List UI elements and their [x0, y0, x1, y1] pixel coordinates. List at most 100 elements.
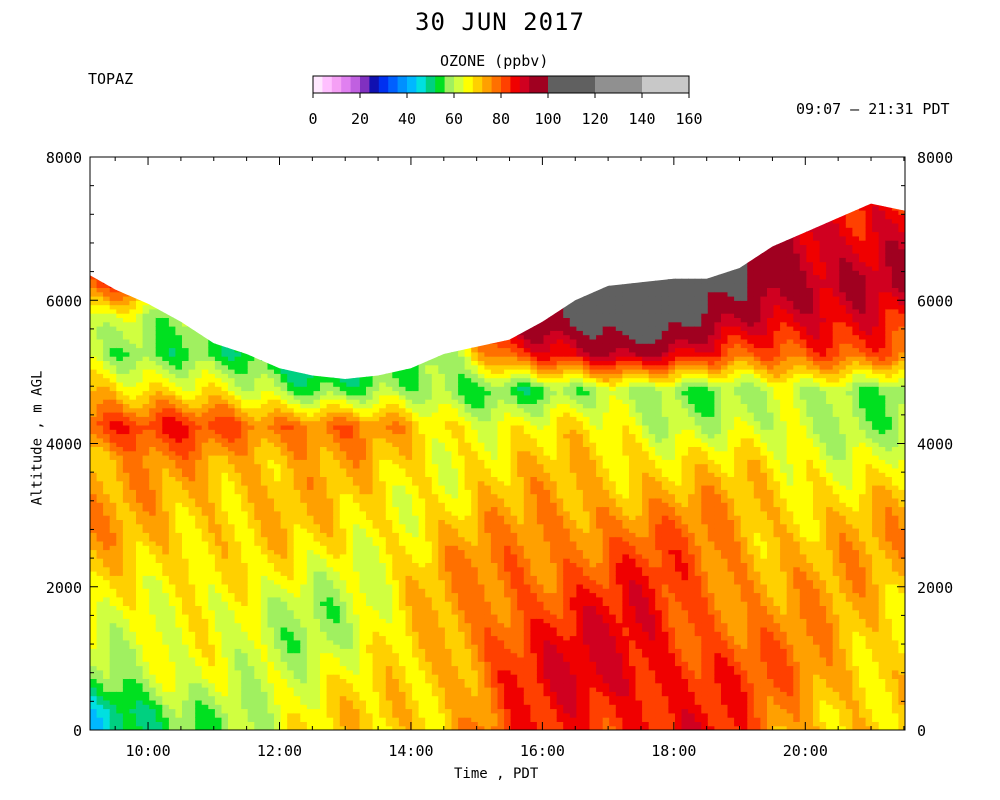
- heatmap-cell: [155, 614, 163, 619]
- heatmap-cell: [228, 682, 236, 688]
- heatmap-cell: [149, 390, 157, 396]
- heatmap-cell: [234, 450, 242, 456]
- heatmap-cell: [195, 420, 203, 426]
- heatmap-cell: [129, 253, 137, 258]
- heatmap-cell: [103, 412, 111, 417]
- heatmap-cell: [287, 579, 295, 585]
- heatmap-cell: [260, 291, 269, 297]
- heatmap-cell: [267, 253, 275, 258]
- heatmap-cell: [320, 227, 328, 233]
- heatmap-cell: [96, 575, 104, 581]
- heatmap-cell: [339, 601, 347, 606]
- heatmap-cell: [214, 682, 223, 688]
- heatmap-cell: [208, 510, 216, 516]
- heatmap-cell: [142, 652, 150, 658]
- heatmap-cell: [306, 433, 315, 439]
- heatmap-cell: [122, 330, 131, 336]
- heatmap-cell: [208, 437, 216, 443]
- heatmap-cell: [320, 519, 328, 525]
- heatmap-cell: [182, 429, 190, 435]
- heatmap-cell: [228, 639, 236, 645]
- heatmap-cell: [149, 437, 157, 443]
- heatmap-cell: [313, 618, 321, 624]
- heatmap-cell: [103, 347, 111, 353]
- heatmap-cell: [300, 420, 308, 426]
- heatmap-cell: [155, 424, 163, 430]
- heatmap-cell: [300, 193, 307, 198]
- heatmap-cell: [234, 618, 242, 624]
- heatmap-cell: [254, 622, 262, 628]
- heatmap-cell: [122, 596, 131, 602]
- heatmap-cell: [333, 364, 341, 370]
- heatmap-cell: [267, 596, 275, 602]
- heatmap-cell: [300, 240, 308, 245]
- heatmap-cell: [149, 278, 157, 284]
- heatmap-cell: [182, 575, 190, 581]
- heatmap-cell: [129, 317, 137, 323]
- heatmap-cell: [175, 725, 183, 731]
- heatmap-cell: [195, 313, 203, 318]
- heatmap-cell: [241, 369, 249, 374]
- heatmap-cell: [96, 437, 104, 443]
- heatmap-cell: [333, 536, 341, 542]
- heatmap-cell: [90, 712, 98, 718]
- heatmap-cell: [287, 614, 295, 619]
- heatmap-cell: [241, 296, 249, 301]
- heatmap-cell: [339, 717, 347, 722]
- heatmap-cell: [293, 661, 301, 667]
- heatmap-cell: [287, 442, 295, 447]
- heatmap-cell: [116, 579, 124, 585]
- heatmap-cell: [201, 545, 209, 551]
- heatmap-cell: [116, 528, 124, 533]
- heatmap-cell: [188, 605, 196, 611]
- heatmap-cell: [168, 515, 177, 520]
- heatmap-cell: [214, 480, 223, 486]
- heatmap-cell: [129, 265, 137, 271]
- heatmap-cell: [201, 394, 209, 400]
- heatmap-cell: [234, 257, 242, 263]
- heatmap-cell: [280, 334, 288, 340]
- heatmap-cell: [320, 605, 328, 611]
- heatmap-cell: [175, 364, 183, 370]
- heatmap-cell: [142, 515, 150, 520]
- heatmap-cell: [142, 231, 150, 237]
- heatmap-cell: [214, 493, 223, 499]
- heatmap-cell: [228, 661, 236, 667]
- heatmap-cell: [116, 270, 124, 276]
- heatmap-cell: [326, 656, 334, 662]
- heatmap-cell: [247, 304, 255, 310]
- heatmap-cell: [129, 412, 137, 417]
- heatmap-cell: [228, 377, 236, 383]
- heatmap-cell: [201, 678, 209, 684]
- heatmap-cell: [195, 605, 203, 611]
- heatmap-cell: [182, 622, 190, 628]
- heatmap-cell: [136, 412, 144, 417]
- heatmap-cell: [326, 463, 334, 469]
- heatmap-cell: [280, 321, 288, 327]
- heatmap-cell: [122, 450, 131, 456]
- heatmap-cell: [175, 566, 183, 572]
- heatmap-cell: [307, 184, 314, 189]
- heatmap-cell: [103, 205, 111, 211]
- heatmap-cell: [149, 210, 157, 215]
- heatmap-cell: [260, 648, 269, 654]
- heatmap-cell: [103, 399, 111, 404]
- heatmap-cell: [90, 455, 98, 460]
- heatmap-cell: [241, 622, 249, 628]
- heatmap-cell: [234, 635, 242, 641]
- heatmap-cell: [208, 351, 216, 357]
- heatmap-cell: [136, 682, 144, 688]
- heatmap-cell: [280, 485, 288, 490]
- heatmap-cell: [116, 235, 124, 241]
- heatmap-cell: [129, 360, 137, 366]
- heatmap-cell: [149, 455, 157, 460]
- heatmap-cell: [103, 687, 111, 692]
- heatmap-cell: [267, 712, 275, 718]
- heatmap-cell: [274, 579, 282, 585]
- heatmap-cell: [327, 197, 334, 202]
- heatmap-cell: [201, 390, 209, 396]
- heatmap-cell: [228, 257, 236, 263]
- heatmap-cell: [333, 506, 341, 512]
- heatmap-cell: [300, 326, 308, 331]
- heatmap-cell: [195, 661, 203, 667]
